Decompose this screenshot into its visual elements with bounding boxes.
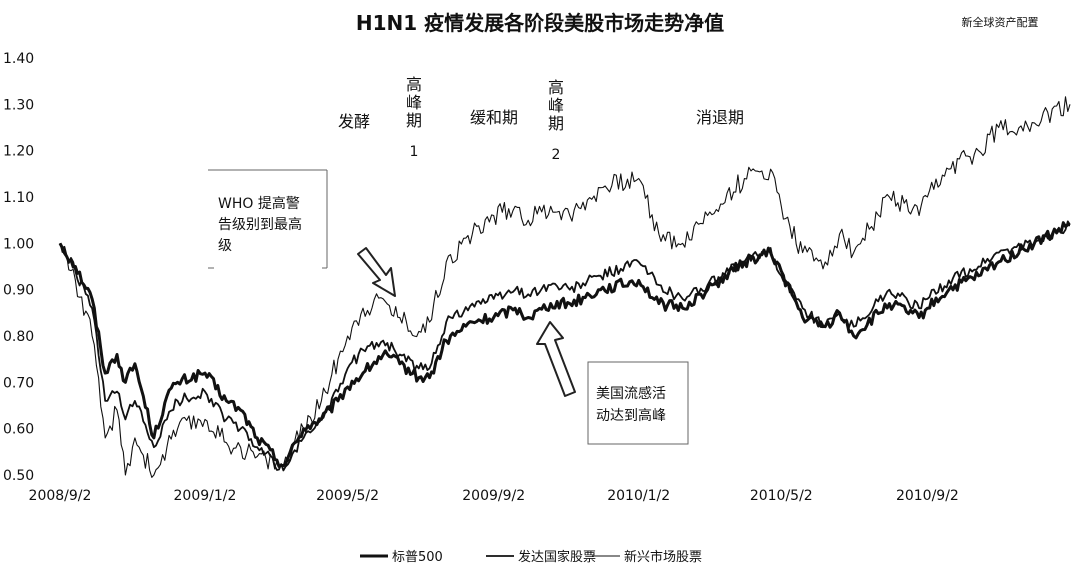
x-tick-label: 2009/5/2: [316, 488, 379, 504]
legend-label: 标普500: [392, 550, 443, 565]
y-tick-label: 0.70: [3, 375, 34, 391]
series-line: [58, 221, 1070, 468]
annotation-who-line-3: 级: [218, 238, 232, 254]
plot-area: [58, 96, 1071, 478]
svg-text:峰: 峰: [548, 96, 564, 115]
x-tick-label: 2010/9/2: [896, 488, 959, 504]
phase-label: 高峰期 1: [406, 75, 422, 160]
annotation-flu-line-1: 美国流感活: [596, 385, 666, 402]
annotation-who: WHO 提高警 告级别到最高 级: [208, 169, 328, 269]
y-tick-label: 1.30: [3, 97, 34, 113]
chart-title: H1N1 疫情发展各阶段美股市场走势净值: [356, 11, 724, 35]
x-tick-label: 2010/1/2: [607, 488, 670, 504]
x-tick-label: 2009/1/2: [174, 488, 237, 504]
series-line: [59, 220, 1071, 472]
svg-text:期: 期: [406, 111, 422, 130]
y-axis: 0.50 0.60 0.70 0.80 0.90 1.00 1.10 1.20 1.30 1.40: [3, 51, 34, 484]
phase-label: 消退期: [696, 108, 744, 127]
y-tick-label: 0.60: [3, 422, 34, 438]
y-tick-label: 1.20: [3, 144, 34, 160]
phase-label: 缓和期: [470, 108, 518, 127]
y-tick-label: 0.50: [3, 468, 34, 484]
x-axis: 2008/9/2 2009/1/2 2009/5/2 2009/9/2 2010/1/2…: [29, 488, 959, 504]
y-tick-label: 0.90: [3, 283, 34, 299]
annotation-flu: 美国流感活 动达到高峰: [587, 361, 689, 445]
svg-text:高: 高: [548, 78, 564, 97]
svg-text:高: 高: [406, 75, 422, 94]
annotation-flu-line-2: 动达到高峰: [596, 407, 666, 424]
svg-text:2: 2: [552, 147, 561, 163]
svg-text:1: 1: [410, 144, 419, 160]
watermark: 新全球资产配置: [962, 15, 1039, 29]
x-tick-label: 2009/9/2: [462, 488, 525, 504]
x-tick-label: 2010/5/2: [750, 488, 813, 504]
y-tick-label: 1.40: [3, 51, 34, 67]
legend-label: 发达国家股票: [518, 549, 596, 565]
phase-label: 发酵: [338, 112, 370, 131]
annotation-who-line-1: WHO 提高警: [218, 195, 300, 212]
svg-text:峰: 峰: [406, 93, 422, 112]
y-tick-label: 1.10: [3, 190, 34, 206]
legend-label: 新兴市场股票: [624, 549, 702, 565]
annotation-who-line-2: 告级别到最高: [218, 216, 302, 233]
y-tick-label: 0.80: [3, 329, 34, 345]
phase-label: 高峰期 2: [548, 78, 564, 163]
arrow-down-icon: [357, 247, 396, 297]
series-line: [59, 96, 1071, 478]
x-tick-label: 2008/9/2: [29, 488, 92, 504]
svg-text:期: 期: [548, 114, 564, 133]
arrow-up-icon: [536, 321, 576, 397]
y-tick-label: 1.00: [3, 236, 34, 252]
legend: 标普500 发达国家股票 新兴市场股票: [360, 549, 702, 565]
